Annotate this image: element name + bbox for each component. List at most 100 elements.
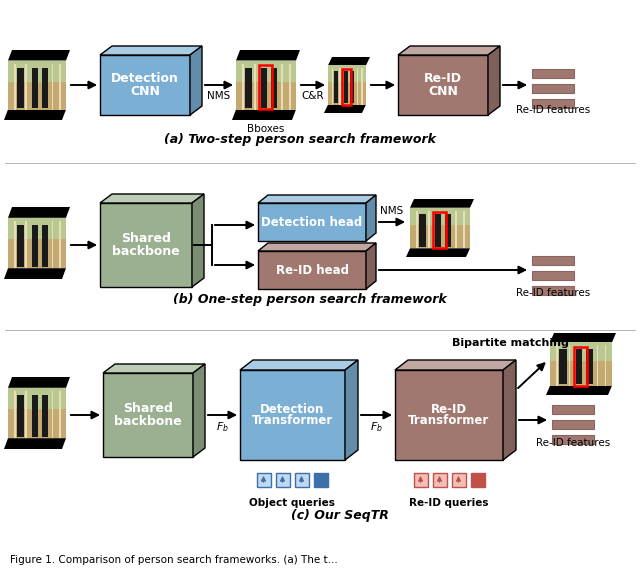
Bar: [281, 64, 283, 109]
Bar: [532, 84, 574, 93]
Bar: [14, 221, 15, 268]
Bar: [100, 55, 190, 115]
Bar: [100, 203, 192, 287]
Polygon shape: [4, 438, 66, 449]
Polygon shape: [190, 46, 202, 115]
Text: Shared: Shared: [123, 402, 173, 415]
Bar: [455, 210, 457, 248]
Bar: [576, 348, 582, 385]
Bar: [470, 473, 484, 487]
Bar: [17, 67, 24, 108]
Bar: [240, 370, 345, 460]
Polygon shape: [395, 360, 516, 370]
Bar: [573, 347, 588, 386]
Polygon shape: [258, 195, 376, 203]
Text: C&R: C&R: [301, 91, 324, 101]
Text: NMS: NMS: [207, 91, 230, 101]
Polygon shape: [240, 360, 358, 370]
Bar: [42, 67, 48, 108]
Text: Detection: Detection: [111, 72, 179, 85]
Bar: [559, 348, 567, 385]
Bar: [33, 395, 38, 437]
Bar: [532, 256, 574, 265]
Text: $F_b$: $F_b$: [216, 420, 228, 434]
Polygon shape: [8, 60, 66, 82]
Polygon shape: [324, 105, 366, 113]
Bar: [59, 64, 61, 109]
Text: Shared: Shared: [121, 232, 171, 245]
Bar: [428, 210, 430, 248]
Bar: [259, 66, 272, 109]
Bar: [532, 286, 574, 295]
Text: (b) One-step person search framework: (b) One-step person search framework: [173, 293, 447, 306]
Polygon shape: [8, 60, 66, 109]
Polygon shape: [488, 46, 500, 115]
Polygon shape: [8, 377, 70, 388]
Text: Re-ID features: Re-ID features: [536, 438, 610, 448]
Text: (a) Two-step person search framework: (a) Two-step person search framework: [164, 133, 436, 147]
Polygon shape: [550, 342, 612, 386]
Polygon shape: [236, 50, 300, 60]
Bar: [254, 64, 256, 109]
Polygon shape: [8, 218, 66, 239]
Bar: [350, 71, 354, 104]
Polygon shape: [258, 243, 376, 251]
Bar: [568, 346, 570, 386]
Bar: [257, 473, 271, 487]
Text: Object queries: Object queries: [249, 498, 335, 508]
Polygon shape: [193, 364, 205, 457]
Polygon shape: [4, 109, 66, 120]
Polygon shape: [328, 66, 366, 105]
Polygon shape: [328, 66, 366, 82]
Bar: [258, 203, 366, 241]
Text: Bipartite matching: Bipartite matching: [452, 338, 568, 348]
Polygon shape: [236, 60, 296, 82]
Bar: [413, 473, 428, 487]
Polygon shape: [328, 57, 370, 66]
Polygon shape: [406, 248, 470, 257]
Bar: [552, 435, 594, 444]
Bar: [26, 392, 27, 438]
Bar: [532, 99, 574, 108]
Bar: [17, 225, 24, 267]
Polygon shape: [366, 243, 376, 289]
Bar: [17, 395, 24, 437]
Bar: [362, 68, 363, 105]
Polygon shape: [550, 333, 616, 342]
Bar: [258, 251, 366, 289]
Polygon shape: [328, 82, 366, 105]
Polygon shape: [550, 342, 612, 361]
Bar: [289, 64, 291, 109]
Polygon shape: [345, 360, 358, 460]
Polygon shape: [546, 386, 612, 395]
Text: NMS: NMS: [380, 206, 404, 216]
Bar: [275, 473, 289, 487]
Bar: [339, 68, 340, 105]
Bar: [344, 71, 348, 104]
Polygon shape: [8, 218, 66, 268]
Polygon shape: [550, 361, 612, 386]
Text: backbone: backbone: [112, 245, 180, 258]
Text: (c) Our SeqTR: (c) Our SeqTR: [291, 508, 389, 522]
Polygon shape: [100, 194, 204, 203]
Bar: [333, 71, 339, 104]
Bar: [314, 473, 328, 487]
Bar: [26, 221, 27, 268]
Bar: [332, 68, 333, 105]
Text: $F_b$: $F_b$: [369, 420, 383, 434]
Polygon shape: [8, 388, 66, 409]
Bar: [59, 392, 61, 438]
Text: Re-ID head: Re-ID head: [275, 263, 349, 277]
Text: Re-ID features: Re-ID features: [516, 288, 590, 298]
Polygon shape: [236, 60, 296, 109]
Polygon shape: [8, 50, 70, 60]
Text: backbone: backbone: [114, 415, 182, 428]
Bar: [445, 213, 451, 247]
Polygon shape: [232, 109, 296, 120]
Bar: [42, 225, 48, 267]
Polygon shape: [103, 364, 205, 373]
Bar: [42, 395, 48, 437]
Bar: [398, 55, 488, 115]
Polygon shape: [410, 208, 470, 225]
Polygon shape: [236, 82, 296, 109]
